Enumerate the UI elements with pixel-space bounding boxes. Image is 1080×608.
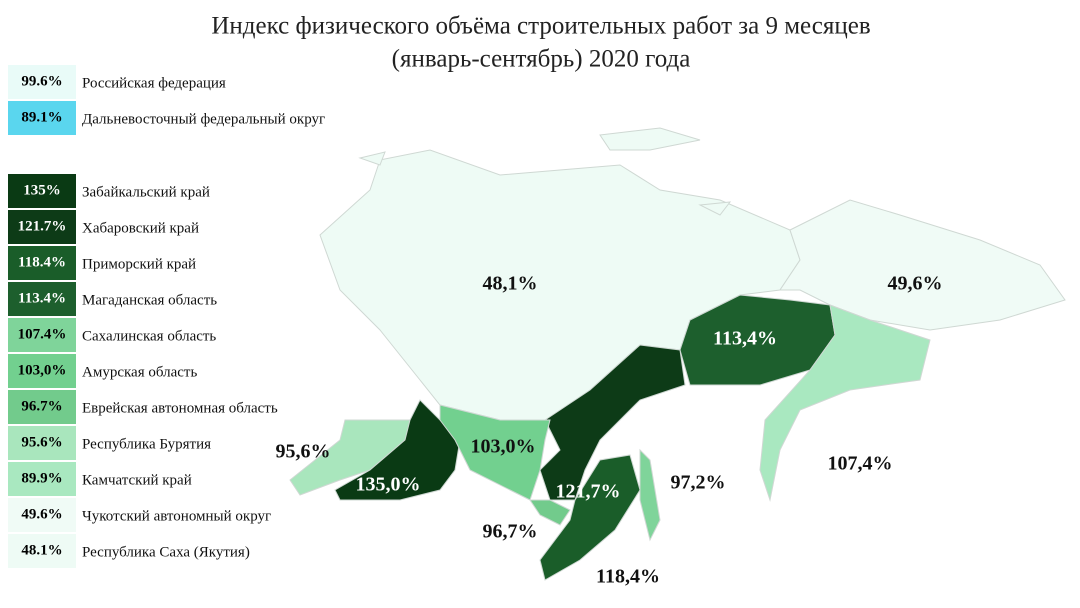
map-label: 49,6% bbox=[888, 273, 943, 295]
legend-label: Приморский край bbox=[82, 256, 196, 272]
legend-swatch bbox=[8, 282, 76, 316]
legend-swatch bbox=[8, 498, 76, 532]
map-label: 95,6% bbox=[276, 441, 331, 463]
legend-swatch bbox=[8, 246, 76, 280]
map-label: 96,7% bbox=[483, 521, 538, 543]
map-label: 97,2% bbox=[671, 472, 726, 494]
legend-value: 118.4% bbox=[18, 254, 66, 270]
region bbox=[358, 127, 732, 216]
legend-swatch bbox=[8, 390, 76, 424]
map-label: 107,4% bbox=[828, 453, 893, 475]
map-label: 103,0% bbox=[471, 436, 536, 458]
legend-swatch bbox=[8, 426, 76, 460]
map-label: 113,4% bbox=[713, 328, 777, 350]
legend-label: Дальневосточный федеральный округ bbox=[82, 111, 325, 127]
legend-swatch bbox=[8, 534, 76, 568]
legend-label: Чукотский автономный округ bbox=[82, 508, 271, 524]
map-label: 121,7% bbox=[556, 481, 621, 503]
legend-swatch bbox=[8, 101, 76, 135]
legend-value: 103,0% bbox=[18, 362, 67, 378]
legend-label: Республика Бурятия bbox=[82, 436, 211, 452]
legend-value: 135% bbox=[23, 182, 61, 198]
map bbox=[289, 127, 1066, 581]
legend-value: 99.6% bbox=[21, 73, 62, 89]
legend-label: Магаданская область bbox=[82, 292, 217, 308]
legend-label: Республика Саха (Якутия) bbox=[82, 544, 250, 560]
title-line: Индекс физического объёма строительных р… bbox=[211, 13, 870, 40]
legend-label: Забайкальский край bbox=[82, 184, 210, 200]
legend-value: 89.1% bbox=[21, 109, 62, 125]
region bbox=[319, 149, 801, 421]
legend-value: 48.1% bbox=[21, 542, 62, 558]
region bbox=[529, 499, 571, 526]
legend-value: 96.7% bbox=[21, 398, 62, 414]
legend-value: 89.9% bbox=[21, 470, 62, 486]
region bbox=[759, 304, 931, 502]
legend-value: 49.6% bbox=[21, 506, 62, 522]
legend-swatch bbox=[8, 462, 76, 496]
region bbox=[539, 454, 641, 581]
legend-label: Еврейская автономная область bbox=[82, 400, 278, 416]
legend-value: 113.4% bbox=[18, 290, 66, 306]
legend-label: Российская федерация bbox=[82, 75, 226, 91]
legend-value: 107.4% bbox=[18, 326, 67, 342]
map-labels: 48,1% 49,6% 113,4% 95,6% 103,0% 135,0% 121,7% 9… bbox=[276, 273, 943, 588]
legend-label: Сахалинская область bbox=[82, 328, 216, 344]
legend-label: Хабаровский край bbox=[82, 220, 199, 236]
legend-swatch bbox=[8, 354, 76, 388]
legend-swatch bbox=[8, 210, 76, 244]
region bbox=[639, 448, 661, 542]
legend-swatch bbox=[8, 174, 76, 208]
legend-swatch bbox=[8, 318, 76, 352]
map-label: 48,1% bbox=[483, 273, 538, 295]
map-label: 118,4% bbox=[596, 566, 660, 588]
region bbox=[779, 199, 1066, 331]
legend-label: Амурская область bbox=[82, 364, 197, 380]
title-line: (январь-сентябрь) 2020 года bbox=[392, 46, 691, 73]
map-label: 135,0% bbox=[356, 474, 421, 496]
legend-swatch bbox=[8, 65, 76, 99]
legend-label: Камчатский край bbox=[82, 472, 192, 488]
legend-value: 95.6% bbox=[21, 434, 62, 450]
legend-value: 121.7% bbox=[18, 218, 67, 234]
legend: 99.6% Российская федерация 89.1% Дальневост… bbox=[8, 65, 325, 568]
